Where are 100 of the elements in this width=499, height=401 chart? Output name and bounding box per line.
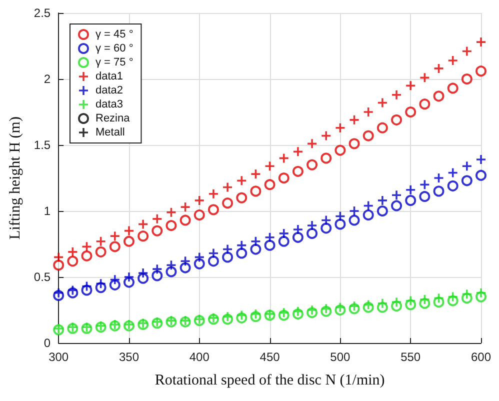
point	[293, 306, 302, 316]
point	[208, 189, 218, 198]
y-tick-label: 2.5	[34, 6, 51, 20]
point	[264, 240, 276, 251]
point	[138, 318, 148, 328]
point	[292, 232, 304, 243]
point	[462, 162, 472, 171]
point	[278, 172, 290, 184]
point	[391, 200, 402, 212]
point	[236, 248, 248, 259]
point	[223, 312, 232, 322]
point	[293, 224, 302, 234]
legend-label: Rezina	[96, 112, 131, 124]
x-tick-label: 300	[48, 350, 69, 364]
point	[406, 81, 416, 90]
point	[391, 114, 402, 126]
legend-label: Metall	[96, 126, 125, 138]
point	[54, 252, 64, 262]
legend-label: γ = 45 °	[96, 28, 134, 40]
point	[376, 206, 388, 216]
point	[419, 98, 430, 110]
point	[278, 236, 290, 247]
point	[123, 236, 134, 247]
point	[279, 228, 288, 238]
point	[293, 147, 302, 156]
point	[67, 256, 78, 267]
point	[138, 268, 148, 278]
legend-label: data3	[96, 98, 124, 110]
point	[320, 152, 332, 164]
point	[152, 317, 162, 326]
point	[265, 162, 274, 171]
point	[194, 196, 204, 205]
point	[322, 131, 331, 140]
point	[222, 252, 234, 263]
point	[322, 304, 331, 314]
point	[279, 154, 288, 163]
point	[82, 242, 92, 252]
point	[264, 179, 276, 190]
point	[124, 226, 134, 236]
point	[152, 214, 162, 224]
point	[194, 209, 205, 220]
point	[462, 46, 472, 56]
point	[250, 244, 262, 255]
point	[68, 247, 78, 256]
point	[348, 138, 360, 150]
point	[208, 248, 218, 258]
point	[419, 190, 430, 202]
point	[237, 310, 246, 320]
point	[306, 159, 318, 170]
point	[476, 38, 486, 47]
point	[124, 272, 134, 282]
point	[350, 115, 359, 124]
point	[362, 130, 374, 142]
point	[378, 98, 387, 108]
point	[95, 246, 106, 258]
point	[378, 298, 387, 308]
legend-label: γ = 75 °	[96, 56, 134, 68]
point	[334, 144, 346, 156]
point	[236, 192, 248, 204]
point	[110, 232, 120, 241]
point	[279, 308, 288, 318]
y-tick-label: 0	[44, 336, 51, 350]
point	[434, 64, 444, 73]
point	[334, 218, 346, 230]
point	[81, 250, 92, 262]
point	[476, 170, 486, 181]
point	[223, 182, 232, 192]
point	[222, 198, 234, 209]
x-tick-label: 500	[330, 350, 351, 364]
point	[250, 186, 262, 197]
point	[251, 236, 260, 246]
point	[152, 270, 163, 282]
point	[405, 106, 416, 118]
point	[405, 194, 416, 206]
point	[208, 313, 218, 322]
point	[364, 201, 373, 210]
point	[447, 82, 458, 94]
point	[306, 228, 318, 239]
point	[194, 258, 205, 270]
point	[180, 202, 190, 212]
point	[461, 74, 472, 84]
point	[308, 139, 317, 148]
point	[265, 232, 274, 242]
point	[406, 185, 416, 194]
y-tick-label: 0.5	[34, 270, 51, 284]
point	[54, 288, 64, 298]
point	[348, 214, 360, 226]
point	[308, 306, 317, 314]
point	[322, 216, 331, 225]
y-axis-title: Lifting height H (m)	[8, 116, 24, 240]
point	[476, 288, 486, 298]
point	[194, 252, 204, 262]
y-tick-label: 1	[44, 204, 51, 218]
point	[433, 90, 444, 102]
point	[392, 298, 402, 307]
x-tick-label: 550	[400, 350, 421, 364]
point	[53, 260, 64, 271]
point	[392, 190, 402, 200]
x-tick-label: 600	[470, 350, 492, 364]
point	[476, 155, 486, 164]
